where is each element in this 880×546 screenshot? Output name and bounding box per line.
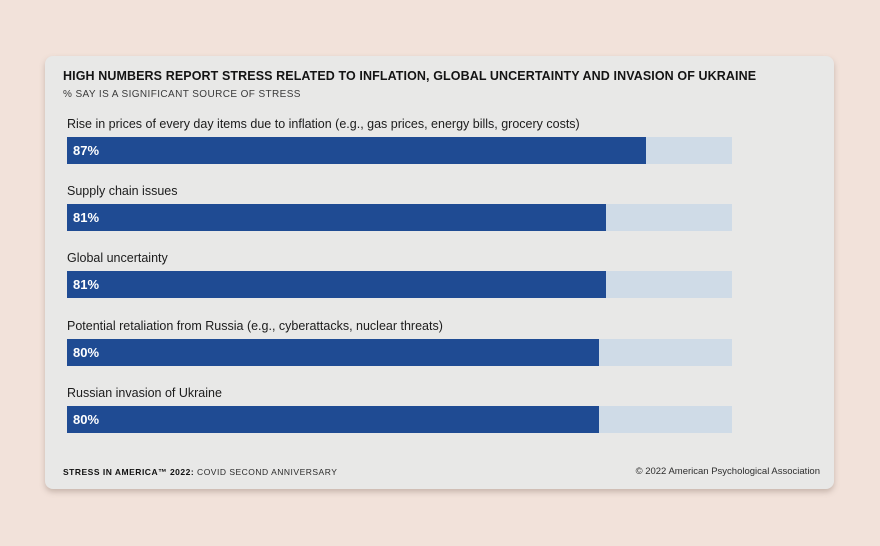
bar-track: 80% [67,406,732,433]
bar-track: 81% [67,271,732,298]
bar-fill: 80% [67,406,599,433]
bar-label: Rise in prices of every day items due to… [67,117,580,131]
copyright-note: © 2022 American Psychological Associatio… [635,466,820,477]
bar-value: 80% [73,412,100,427]
bar-track: 87% [67,137,732,164]
bar-fill: 81% [67,271,606,298]
source-note: STRESS IN AMERICA™ 2022: COVID SECOND AN… [63,467,337,477]
bar-fill: 80% [67,339,599,366]
bar-label: Global uncertainty [67,251,168,265]
bar-track: 80% [67,339,732,366]
bar-label: Supply chain issues [67,184,178,198]
bar-label: Russian invasion of Ukraine [67,386,222,400]
chart-card: HIGH NUMBERS REPORT STRESS RELATED TO IN… [45,56,834,489]
chart-subtitle: % SAY IS A SIGNIFICANT SOURCE OF STRESS [63,89,301,100]
bar-label: Potential retaliation from Russia (e.g.,… [67,319,443,333]
bar-value: 81% [73,277,100,292]
bar-fill: 87% [67,137,646,164]
bar-value: 87% [73,143,100,158]
bar-value: 80% [73,345,100,360]
source-series: STRESS IN AMERICA™ 2022: [63,467,195,477]
source-edition: COVID SECOND ANNIVERSARY [194,467,338,477]
bar-fill: 81% [67,204,606,231]
chart-title: HIGH NUMBERS REPORT STRESS RELATED TO IN… [63,69,757,83]
bar-track: 81% [67,204,732,231]
bar-value: 81% [73,210,100,225]
